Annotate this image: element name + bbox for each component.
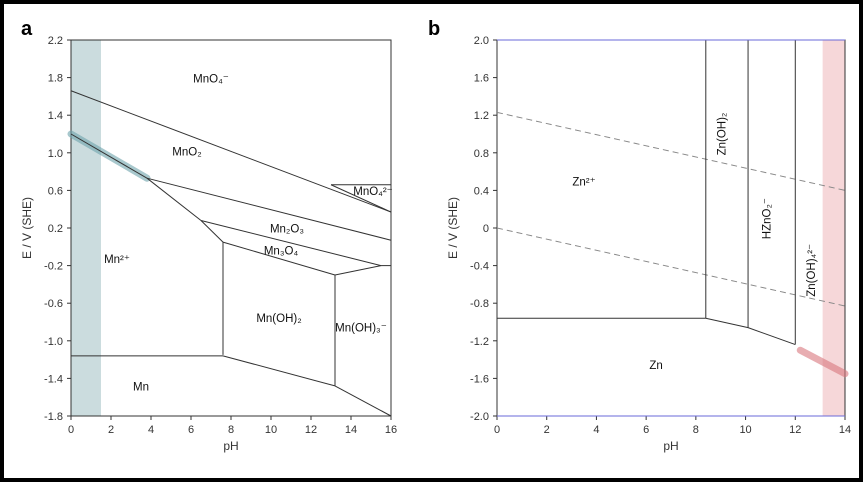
x-tick-label: 0: [494, 424, 500, 436]
region-label: Zn(OH)₄²⁻: [806, 244, 818, 297]
region-label: Mn(OH)₃⁻: [335, 322, 387, 334]
x-tick-label: 12: [305, 424, 317, 436]
y-tick-label: 0.4: [474, 185, 489, 197]
y-tick-label: 0.6: [48, 185, 63, 197]
y-tick-label: -2.0: [470, 411, 489, 423]
x-tick-label: 4: [148, 424, 154, 436]
region-label: Zn(OH)₂: [717, 113, 729, 156]
y-tick-label: -0.4: [470, 261, 489, 273]
y-tick-label: -1.0: [44, 336, 63, 348]
boundary-mn3o4-mnoh3: [334, 265, 382, 276]
x-tick-label: 8: [693, 424, 699, 436]
x-tick-label: 6: [188, 424, 194, 436]
boundary-mno4-2-bottom: [330, 184, 392, 213]
region-label: Zn²⁺: [572, 177, 595, 189]
region-label: MnO₂: [172, 147, 201, 159]
boundary-znoh2-zn: [705, 317, 749, 329]
x-tick-label: 8: [228, 424, 234, 436]
dashed-line-hydrogen-evolution: [496, 227, 846, 307]
plot-frame: [496, 39, 846, 417]
boundary-mnoh2-mn: [222, 355, 336, 387]
x-tick-label: 14: [345, 424, 357, 436]
region-label: Mn(OH)₂: [256, 313, 301, 325]
region-label: HZnO₂⁻: [761, 198, 773, 239]
boundary-mn2-mn2o3: [146, 177, 202, 221]
y-tick-label: 1.0: [48, 148, 63, 160]
region-label: MnO₄⁻: [193, 73, 229, 85]
boundary-mno2-mn2: [70, 133, 148, 179]
x-tick-label: 4: [593, 424, 599, 436]
dashed-line-oxygen-evolution: [496, 111, 846, 191]
boundary-mno2-mn2o3: [146, 177, 392, 241]
region-label: Zn: [649, 360, 662, 372]
x-axis-label: pH: [223, 439, 238, 453]
y-tick-label: -1.2: [470, 336, 489, 348]
y-tick-label: -0.2: [44, 261, 63, 273]
x-tick-label: 10: [739, 424, 751, 436]
figure-svg: a b 0 2 4 6 8 10 12 14 16 -1.8 -1.4 -1.0 -0.6 -0.2 0.2…: [20, 18, 851, 453]
y-tick-label: -0.6: [44, 298, 63, 310]
y-tick-label: 1.6: [474, 73, 489, 85]
y-tick-label: -1.4: [44, 373, 63, 385]
boundary-mn2o3-mn3o4: [200, 219, 382, 267]
y-tick-label: 0.8: [474, 148, 489, 160]
panel-label-b: b: [428, 18, 440, 40]
boundary-mno4-mno2: [70, 90, 392, 213]
x-tick-label: 12: [789, 424, 801, 436]
region-label: Mn₂O₃: [270, 224, 304, 236]
pourbaix-chart-zn: 0 2 4 6 8 10 12 14 -2.0 -1.6 -1.2 -0.8 -0.4 0 0.4 0.8 1.…: [446, 35, 851, 453]
x-tick-label: 2: [544, 424, 550, 436]
y-axis-label: E / V (SHE): [446, 197, 460, 259]
boundary-hzno2-zn: [747, 327, 796, 346]
y-tick-label: 1.2: [474, 110, 489, 122]
region-label: Mn: [133, 382, 149, 394]
pourbaix-chart-mn: 0 2 4 6 8 10 12 14 16 -1.8 -1.4 -1.0 -0.6 -0.2 0.2 0.6 1…: [20, 35, 397, 453]
y-tick-label: 2.0: [474, 35, 489, 47]
x-tick-label: 0: [68, 424, 74, 436]
figure-frame: a b 0 2 4 6 8 10 12 14 16 -1.8 -1.4 -1.0 -0.6 -0.2 0.2…: [4, 4, 859, 478]
y-tick-label: 1.4: [48, 110, 63, 122]
x-tick-label: 14: [839, 424, 851, 436]
shaded-band: [822, 40, 845, 416]
y-tick-label: -1.8: [44, 411, 63, 423]
boundary-mnoh3-mn: [334, 385, 392, 417]
boundary-mn2-mn3o4: [200, 220, 224, 243]
y-tick-label: -1.6: [470, 373, 489, 385]
highlight-band-line: [796, 346, 849, 378]
x-tick-label: 2: [108, 424, 114, 436]
y-axis-label: E / V (SHE): [20, 197, 34, 259]
y-tick-label: 2.2: [48, 35, 63, 47]
region-label: Mn₃O₄: [264, 245, 299, 257]
y-tick-label: 0.2: [48, 223, 63, 235]
shaded-band: [71, 40, 101, 416]
x-tick-label: 10: [265, 424, 277, 436]
y-tick-label: -0.8: [470, 298, 489, 310]
region-label: Mn²⁺: [104, 254, 130, 266]
region-label: MnO₄²⁻: [353, 186, 393, 198]
x-axis-label: pH: [663, 439, 678, 453]
y-tick-label: 1.8: [48, 73, 63, 85]
x-tick-label: 16: [385, 424, 397, 436]
panel-label-a: a: [21, 18, 33, 40]
boundary-mn3o4-mnoh2: [222, 241, 336, 276]
y-tick-label: 0: [483, 223, 489, 235]
x-tick-label: 6: [643, 424, 649, 436]
